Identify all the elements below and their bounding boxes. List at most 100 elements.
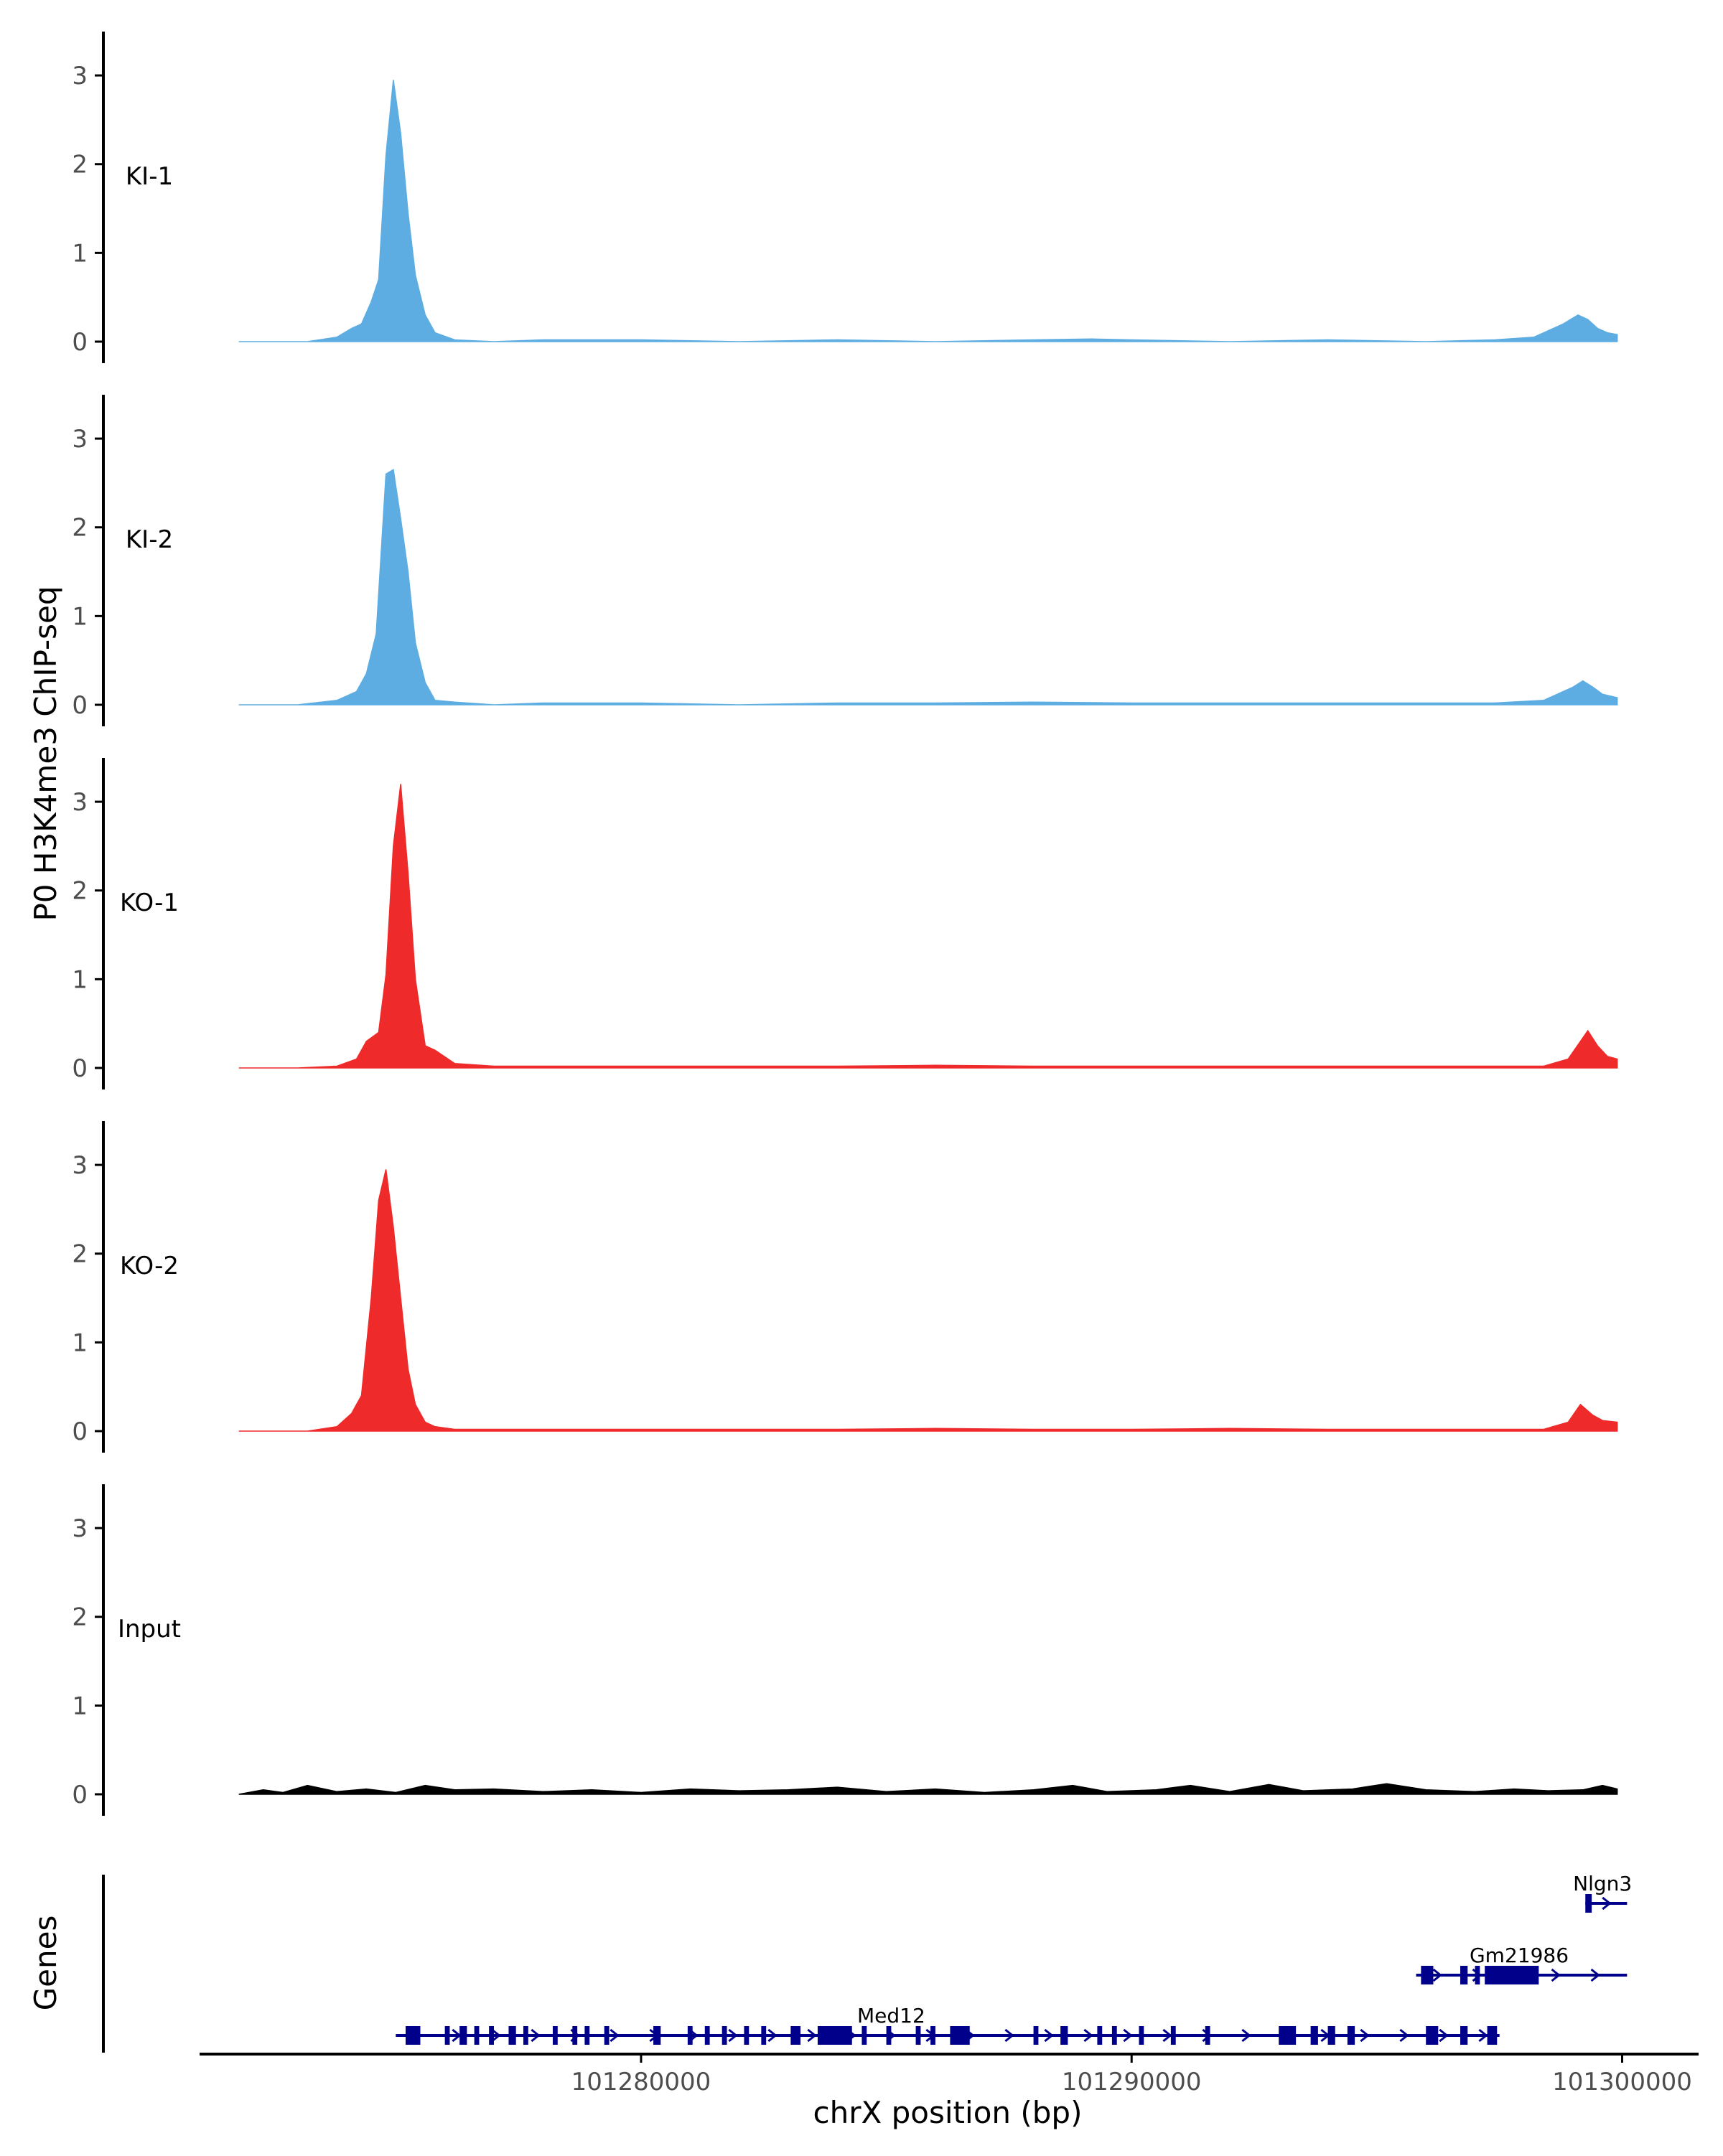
gene-exon bbox=[474, 2026, 480, 2045]
gene-label: Med12 bbox=[857, 2004, 925, 2028]
gene-exon bbox=[1460, 1966, 1468, 1984]
coverage-area bbox=[238, 469, 1618, 706]
y-tick-label: 3 bbox=[72, 1151, 88, 1180]
coverage-area bbox=[238, 80, 1618, 342]
y-tick-label: 3 bbox=[72, 425, 88, 454]
strand-arrow bbox=[1083, 2028, 1093, 2043]
strand-arrow bbox=[1360, 2028, 1370, 2043]
gene-exon bbox=[508, 2026, 516, 2045]
y-tick-label: 1 bbox=[72, 965, 88, 994]
gene-exon bbox=[572, 2026, 578, 2045]
gene-exon bbox=[1485, 1966, 1539, 1984]
gene-exon bbox=[1033, 2026, 1039, 2045]
gene-exon bbox=[1310, 2026, 1318, 2045]
coverage-area bbox=[238, 1169, 1618, 1432]
gene-exon bbox=[1487, 2026, 1498, 2045]
gene-exon bbox=[1347, 2026, 1355, 2045]
strand-arrow bbox=[1241, 2028, 1251, 2043]
x-axis: 101280000 101290000 101300000 bbox=[200, 2053, 1699, 2096]
gene-exon bbox=[915, 2026, 921, 2045]
gene-exon bbox=[1585, 1894, 1592, 1913]
gene-exon bbox=[444, 2026, 450, 2045]
gene-exon bbox=[1060, 2026, 1068, 2045]
track-label: KO-2 bbox=[120, 1252, 179, 1280]
genes-axis-title: Genes bbox=[28, 1916, 63, 2011]
y-tick-label: 2 bbox=[72, 1240, 88, 1269]
gene-exon bbox=[1170, 2026, 1176, 2045]
x-axis-title: chrX position (bp) bbox=[813, 2095, 1083, 2130]
strand-arrow bbox=[1478, 2028, 1488, 2043]
track-label: Input bbox=[118, 1615, 181, 1644]
y-tick-label: 0 bbox=[72, 691, 88, 720]
y-tick-label: 3 bbox=[72, 788, 88, 817]
gene-exon bbox=[552, 2026, 558, 2045]
y-tick-label: 3 bbox=[72, 1514, 88, 1543]
track-ko-2: 0 1 2 3 KO-2 bbox=[72, 1121, 1618, 1453]
y-tick-label: 0 bbox=[72, 1054, 88, 1083]
y-tick-label: 2 bbox=[72, 1603, 88, 1632]
gene-exon bbox=[489, 2026, 494, 2045]
track-ko-1: 0 1 2 3 KO-1 bbox=[72, 758, 1618, 1089]
gene-exon bbox=[761, 2026, 767, 2045]
tracks-layer: 0 1 2 3 KI-1 0 1 2 3 KI-2 0 1 2 3 KO-1 0 1 2 3 KO-2 0 1 2 3 Inpu… bbox=[72, 32, 1618, 1816]
gene-exon bbox=[790, 2026, 801, 2045]
strand-arrow bbox=[728, 2028, 738, 2043]
gene-exon bbox=[1279, 2026, 1297, 2045]
gene-exon bbox=[1327, 2026, 1335, 2045]
coverage-area bbox=[238, 1783, 1618, 1795]
track-ki-1: 0 1 2 3 KI-1 bbox=[72, 32, 1618, 363]
gene-exon bbox=[1475, 1966, 1480, 1984]
gene-nlgn3: Nlgn3 bbox=[1573, 1872, 1632, 1913]
y-tick-label: 1 bbox=[72, 1692, 88, 1720]
strand-arrow bbox=[1590, 1968, 1600, 1982]
strand-arrow bbox=[807, 2028, 817, 2043]
strand-arrow bbox=[1399, 2028, 1409, 2043]
strand-arrow bbox=[610, 2028, 620, 2043]
strand-arrow bbox=[1439, 2028, 1449, 2043]
gene-exon bbox=[1111, 2026, 1117, 2045]
gene-exon bbox=[1097, 2026, 1103, 2045]
gene-exon bbox=[1205, 2026, 1210, 2045]
strand-arrow bbox=[531, 2028, 541, 2043]
y-tick-label: 0 bbox=[72, 1417, 88, 1446]
x-tick-label: 101290000 bbox=[1062, 2068, 1202, 2096]
x-tick-label: 101300000 bbox=[1552, 2068, 1692, 2096]
gene-exon bbox=[1139, 2026, 1144, 2045]
coverage-area bbox=[238, 784, 1618, 1069]
y-tick-label: 1 bbox=[72, 602, 88, 631]
track-ki-2: 0 1 2 3 KI-2 bbox=[72, 395, 1618, 726]
y-tick-label: 2 bbox=[72, 877, 88, 906]
strand-arrow bbox=[1602, 1896, 1612, 1911]
strand-arrow bbox=[491, 2028, 501, 2043]
strand-arrow bbox=[1123, 2028, 1133, 2043]
gene-med12: Med12 bbox=[396, 2004, 1500, 2045]
gene-exon bbox=[1421, 1966, 1434, 1984]
gene-exon bbox=[744, 2026, 750, 2045]
y-tick-label: 0 bbox=[72, 1781, 88, 1809]
strand-arrow bbox=[1432, 1968, 1442, 1982]
strand-arrow bbox=[1044, 2028, 1054, 2043]
gene-exon bbox=[886, 2026, 892, 2045]
strand-arrow bbox=[1162, 2028, 1172, 2043]
y-tick-label: 0 bbox=[72, 328, 88, 357]
genes-layer: Nlgn3 Gm21986 Med12 bbox=[102, 1872, 1632, 2053]
track-label: KO-1 bbox=[120, 889, 179, 917]
y-tick-label: 1 bbox=[72, 1328, 88, 1357]
strand-arrow bbox=[1551, 1968, 1561, 1982]
x-tick-label: 101280000 bbox=[571, 2068, 711, 2096]
y-tick-label: 2 bbox=[72, 151, 88, 179]
gene-exon bbox=[523, 2026, 528, 2045]
y-tick-label: 1 bbox=[72, 239, 88, 268]
gene-exon bbox=[930, 2026, 935, 2045]
gene-label: Nlgn3 bbox=[1573, 1872, 1632, 1895]
strand-arrow bbox=[1004, 2028, 1014, 2043]
y-tick-label: 3 bbox=[72, 62, 88, 90]
gene-exon bbox=[687, 2026, 693, 2045]
gene-exon bbox=[604, 2026, 610, 2045]
gene-exon bbox=[1460, 2026, 1468, 2045]
gene-label: Gm21986 bbox=[1470, 1944, 1569, 1967]
gene-exon bbox=[722, 2026, 727, 2045]
gene-exon bbox=[862, 2026, 867, 2045]
